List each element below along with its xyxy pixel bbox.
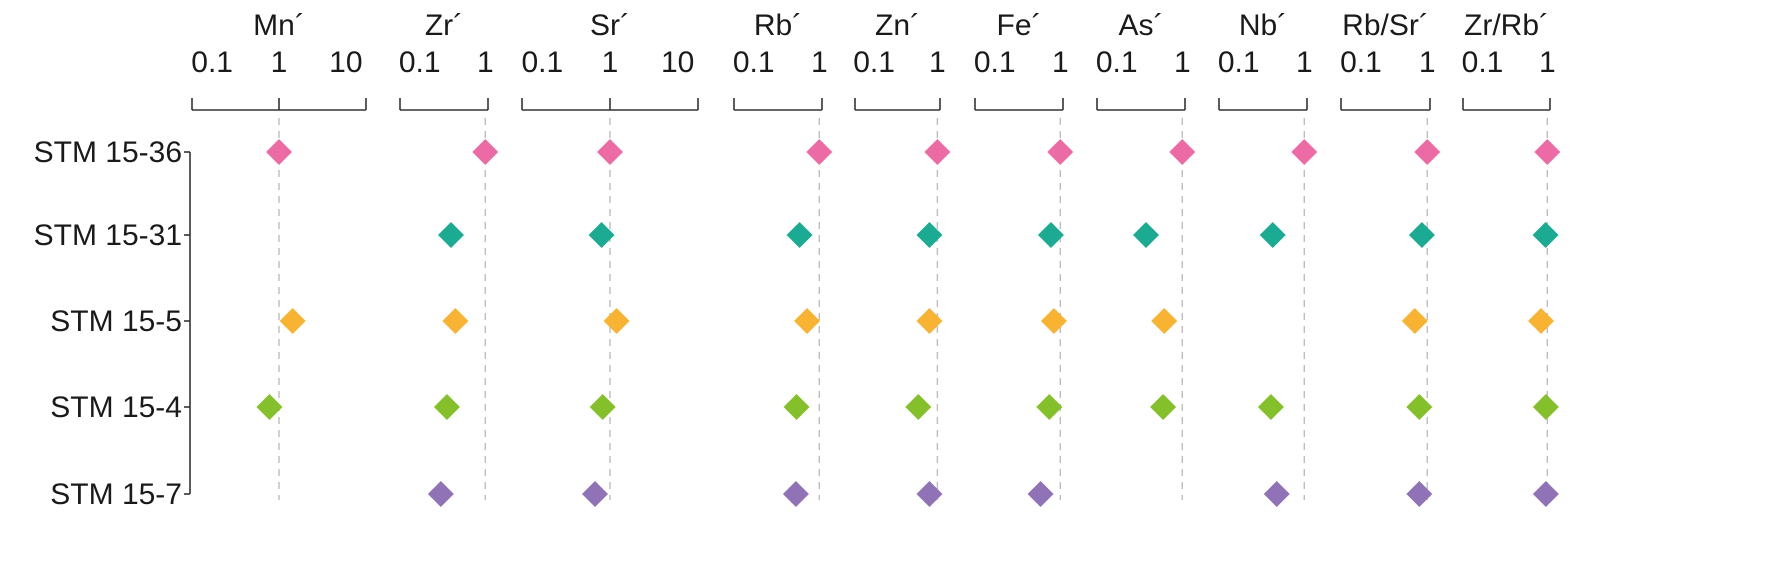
data-point bbox=[603, 308, 630, 334]
data-point bbox=[1414, 139, 1441, 165]
tick-label: 0.1 bbox=[522, 46, 564, 79]
panel-title: Nb´ bbox=[1239, 9, 1287, 42]
tick-label: 0.1 bbox=[399, 46, 441, 79]
panel: Rb´ 0.1 1 bbox=[733, 9, 833, 507]
tick-label: 0.1 bbox=[191, 46, 233, 79]
data-point bbox=[1040, 308, 1067, 334]
tick-label: 0.1 bbox=[1096, 46, 1138, 79]
data-point bbox=[1027, 481, 1054, 507]
tick-label: 0.1 bbox=[733, 46, 775, 79]
data-point bbox=[783, 394, 810, 420]
data-point bbox=[1263, 481, 1290, 507]
data-point bbox=[905, 394, 932, 420]
data-point bbox=[266, 139, 292, 165]
tick-label: 1 bbox=[1174, 46, 1191, 79]
tick-label: 1 bbox=[929, 46, 946, 79]
panel-title: Zr/Rb´ bbox=[1464, 9, 1549, 42]
data-point bbox=[924, 139, 951, 165]
sample-label: STM 15-31 bbox=[34, 219, 182, 252]
data-point bbox=[1534, 139, 1561, 165]
panel-title: Zr´ bbox=[425, 9, 463, 42]
data-point bbox=[1291, 139, 1318, 165]
data-point bbox=[256, 394, 283, 420]
tick-label: 1 bbox=[271, 46, 288, 79]
panel-title: Mn´ bbox=[253, 9, 305, 42]
data-point bbox=[1406, 481, 1433, 507]
tick-label: 1 bbox=[1052, 46, 1069, 79]
data-point bbox=[438, 222, 465, 248]
data-point bbox=[916, 481, 943, 507]
panel: As´ 0.1 1 bbox=[1096, 9, 1196, 500]
data-point bbox=[1037, 222, 1064, 248]
tick-label: 0.1 bbox=[1462, 46, 1504, 79]
data-point bbox=[279, 308, 306, 334]
data-point bbox=[1532, 394, 1559, 420]
panel: Zr/Rb´ 0.1 1 bbox=[1462, 9, 1561, 507]
panel: Rb/Sr´ 0.1 1 bbox=[1340, 9, 1441, 507]
tick-label: 1 bbox=[811, 46, 828, 79]
panel-title: Zn´ bbox=[875, 9, 920, 42]
data-point bbox=[782, 481, 809, 507]
tick-label: 10 bbox=[661, 46, 694, 79]
data-point bbox=[589, 394, 616, 420]
data-point bbox=[597, 139, 623, 165]
tick-label: 0.1 bbox=[974, 46, 1016, 79]
panel-title: As´ bbox=[1119, 9, 1164, 42]
data-point bbox=[472, 139, 499, 165]
data-point bbox=[1408, 222, 1435, 248]
panel-title: Sr´ bbox=[590, 9, 630, 42]
data-point bbox=[1169, 139, 1196, 165]
panel: Mn´ 0.1 1 10 bbox=[191, 9, 367, 500]
tick-label: 1 bbox=[602, 46, 619, 79]
data-point bbox=[1532, 222, 1559, 248]
tick-label: 0.1 bbox=[1218, 46, 1260, 79]
data-point bbox=[427, 481, 454, 507]
tick-label: 0.1 bbox=[1340, 46, 1382, 79]
panel: Sr´ 0.1 1 10 bbox=[521, 9, 699, 507]
data-point bbox=[1532, 481, 1559, 507]
data-point bbox=[916, 222, 943, 248]
data-point bbox=[581, 481, 608, 507]
data-point bbox=[1047, 139, 1074, 165]
data-point bbox=[433, 394, 460, 420]
panel-title: Rb/Sr´ bbox=[1342, 9, 1429, 42]
tick-label: 0.1 bbox=[853, 46, 895, 79]
tick-label: 1 bbox=[1296, 46, 1313, 79]
sample-label: STM 15-7 bbox=[50, 478, 182, 511]
data-point bbox=[806, 139, 833, 165]
data-point bbox=[1401, 308, 1428, 334]
panel: Fe´ 0.1 1 bbox=[974, 9, 1074, 507]
data-point bbox=[588, 222, 615, 248]
panel-title: Rb´ bbox=[754, 9, 802, 42]
data-point bbox=[442, 308, 469, 334]
sample-labels: STM 15-36 STM 15-31 STM 15-5 STM 15-4 STM 15… bbox=[34, 136, 191, 511]
data-point bbox=[1259, 222, 1286, 248]
tick-label: 10 bbox=[329, 46, 362, 79]
data-point bbox=[794, 308, 821, 334]
panel: Zn´ 0.1 1 bbox=[853, 9, 951, 507]
panel-title: Fe´ bbox=[997, 9, 1042, 42]
sample-label: STM 15-36 bbox=[34, 136, 182, 169]
data-point bbox=[1151, 308, 1178, 334]
data-point bbox=[1257, 394, 1284, 420]
data-point bbox=[1133, 222, 1160, 248]
tick-label: 1 bbox=[1419, 46, 1436, 79]
data-point bbox=[916, 308, 943, 334]
data-point bbox=[1036, 394, 1063, 420]
sample-label: STM 15-5 bbox=[50, 305, 182, 338]
data-point bbox=[1150, 394, 1177, 420]
data-point bbox=[1406, 394, 1433, 420]
data-point bbox=[1528, 308, 1555, 334]
data-point bbox=[786, 222, 813, 248]
sample-label: STM 15-4 bbox=[50, 391, 182, 424]
panel: Nb´ 0.1 1 bbox=[1218, 9, 1318, 507]
tick-label: 1 bbox=[477, 46, 494, 79]
tick-label: 1 bbox=[1539, 46, 1556, 79]
panel: Zr´ 0.1 1 bbox=[399, 9, 499, 507]
